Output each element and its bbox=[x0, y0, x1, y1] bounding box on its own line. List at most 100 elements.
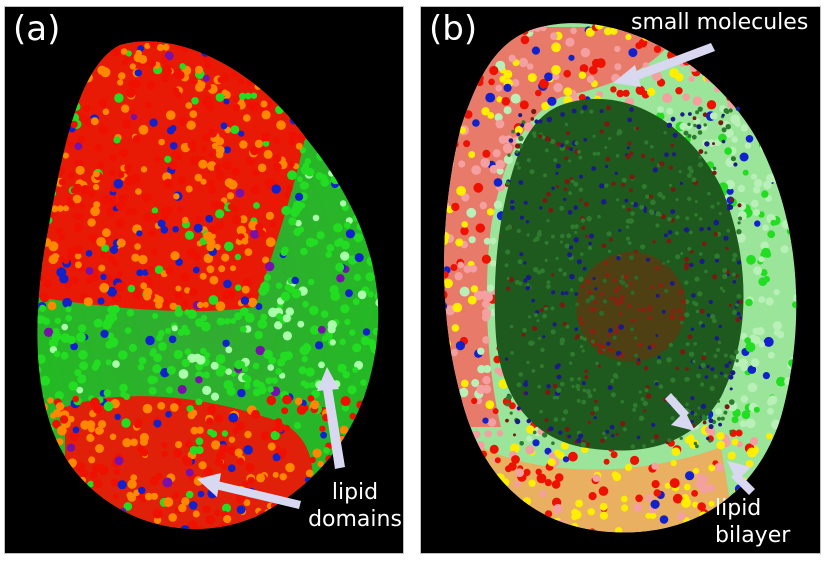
particle bbox=[294, 397, 303, 406]
particle bbox=[684, 265, 689, 271]
particle bbox=[475, 223, 485, 233]
particle bbox=[450, 140, 459, 149]
particle bbox=[211, 201, 220, 210]
particle bbox=[244, 430, 252, 439]
particle bbox=[629, 282, 633, 286]
particle bbox=[127, 479, 137, 489]
particle bbox=[485, 400, 495, 410]
particle bbox=[195, 215, 203, 223]
particle bbox=[190, 426, 199, 435]
particle bbox=[651, 462, 659, 470]
particle bbox=[592, 388, 597, 392]
particle bbox=[544, 510, 553, 518]
particle bbox=[745, 103, 753, 112]
particle bbox=[302, 343, 312, 353]
particle bbox=[279, 473, 287, 481]
particle bbox=[211, 440, 221, 450]
particle bbox=[164, 155, 172, 163]
particle bbox=[510, 23, 520, 32]
particle bbox=[585, 234, 589, 239]
particle bbox=[312, 214, 320, 222]
particle bbox=[375, 241, 379, 251]
particle bbox=[37, 492, 46, 503]
particle bbox=[239, 325, 247, 333]
particle bbox=[704, 269, 708, 274]
particle bbox=[544, 72, 553, 82]
particle bbox=[664, 39, 673, 49]
particle bbox=[80, 420, 90, 430]
particle bbox=[352, 343, 362, 353]
particle bbox=[790, 164, 797, 172]
particle bbox=[758, 296, 766, 303]
particle bbox=[510, 199, 515, 205]
particle bbox=[784, 413, 792, 421]
particle bbox=[679, 289, 684, 295]
particle bbox=[84, 55, 93, 64]
particle bbox=[753, 209, 760, 216]
particle bbox=[627, 117, 633, 123]
particle bbox=[458, 520, 468, 530]
particle bbox=[372, 119, 379, 126]
particle bbox=[613, 278, 618, 283]
particle bbox=[37, 481, 45, 488]
particle bbox=[735, 274, 739, 278]
particle bbox=[444, 516, 448, 527]
particle bbox=[214, 243, 221, 251]
particle bbox=[732, 280, 737, 284]
particle bbox=[603, 27, 612, 36]
particle bbox=[571, 522, 579, 530]
particle bbox=[534, 236, 540, 242]
particle bbox=[195, 362, 204, 371]
particle bbox=[27, 322, 36, 331]
particle bbox=[708, 424, 714, 430]
particle bbox=[675, 366, 679, 371]
particle bbox=[528, 315, 532, 319]
particle bbox=[257, 319, 268, 329]
particle bbox=[50, 190, 57, 197]
particle bbox=[483, 292, 493, 303]
particle bbox=[562, 456, 570, 463]
particle bbox=[787, 463, 797, 474]
particle bbox=[784, 46, 792, 53]
particle bbox=[231, 71, 238, 78]
particle bbox=[642, 400, 648, 407]
particle bbox=[698, 155, 702, 159]
particle bbox=[57, 205, 64, 212]
particle bbox=[490, 260, 497, 267]
particle bbox=[616, 198, 620, 202]
particle bbox=[579, 335, 584, 340]
particle bbox=[685, 402, 689, 407]
particle bbox=[67, 247, 77, 257]
particle bbox=[460, 484, 470, 494]
particle bbox=[707, 484, 716, 493]
particle bbox=[381, 140, 389, 148]
particle bbox=[624, 534, 630, 540]
particle bbox=[740, 395, 749, 403]
particle bbox=[60, 90, 68, 98]
particle bbox=[172, 87, 180, 95]
particle bbox=[724, 404, 730, 410]
particle bbox=[545, 525, 555, 533]
vesicle-surface-image bbox=[27, 41, 389, 529]
particle bbox=[759, 142, 770, 152]
particle bbox=[586, 279, 590, 284]
particle bbox=[103, 318, 113, 328]
particle bbox=[252, 168, 260, 177]
particle bbox=[612, 472, 622, 482]
particle bbox=[485, 92, 496, 103]
particle bbox=[776, 330, 785, 339]
particle bbox=[663, 233, 668, 238]
particle bbox=[723, 235, 729, 241]
particle bbox=[297, 76, 305, 84]
particle bbox=[679, 181, 683, 185]
particle bbox=[37, 117, 44, 126]
particle bbox=[242, 278, 252, 288]
particle bbox=[111, 47, 121, 57]
particle bbox=[650, 285, 655, 290]
particle bbox=[114, 456, 124, 466]
particle bbox=[647, 345, 652, 350]
particle bbox=[28, 250, 36, 258]
particle bbox=[564, 291, 569, 295]
particle bbox=[224, 318, 231, 325]
particle bbox=[604, 436, 608, 440]
